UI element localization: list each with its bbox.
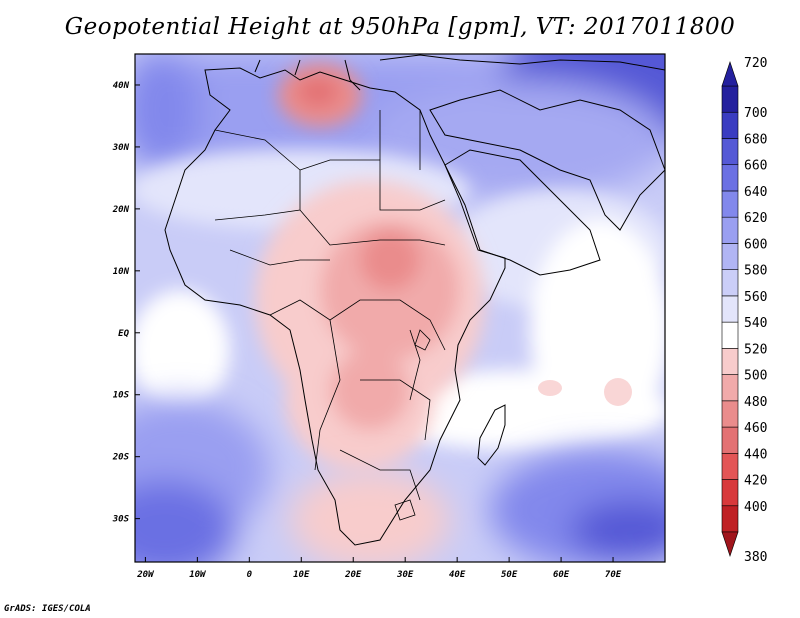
colorbar-label: 660 — [744, 159, 767, 174]
colorbar-label: 400 — [744, 500, 767, 515]
colorbar-segment — [721, 138, 739, 166]
coastlines — [164, 54, 665, 546]
y-tick-label: 30N — [112, 143, 130, 153]
colorbar-max-arrow — [721, 61, 739, 87]
colorbar-label: 520 — [744, 342, 767, 357]
colorbar-label: 600 — [744, 237, 767, 252]
colorbar-label: 680 — [744, 132, 767, 147]
colorbar-segment — [721, 400, 739, 428]
colorbar-label: 460 — [744, 421, 767, 436]
y-tick-label: 20S — [112, 453, 130, 463]
x-tick-label: 60E — [553, 570, 570, 580]
colorbar-label: 700 — [744, 106, 767, 121]
x-tick-label: 0 — [247, 570, 253, 580]
y-tick-label: 20N — [112, 205, 130, 215]
x-tick-label: 20W — [136, 570, 155, 580]
colorbar-label: 620 — [744, 211, 767, 226]
colorbar-label: 480 — [744, 395, 767, 410]
colorbar-segment — [721, 452, 739, 480]
colorbar-segment — [721, 164, 739, 192]
colorbar-segment — [721, 505, 739, 533]
x-tick-label: 30E — [396, 570, 414, 580]
colorbar-label: 420 — [744, 474, 767, 489]
country-borders — [214, 110, 446, 521]
y-tick-label: 30S — [112, 515, 130, 525]
colorbar-segment — [721, 348, 739, 375]
x-tick-label: 40E — [449, 570, 466, 580]
colorbar-label: 560 — [744, 290, 767, 305]
x-tick-label: 20E — [344, 570, 362, 580]
colorbar-segment — [721, 295, 739, 323]
height-field — [135, 54, 665, 562]
colorbar-segment — [721, 216, 739, 244]
colorbar-segment — [721, 321, 739, 349]
colorbar-label: 440 — [744, 447, 767, 462]
map-title: Geopotential Height at 950hPa [gpm], VT:… — [64, 14, 736, 40]
y-tick-label: 10S — [113, 391, 130, 401]
x-tick-label: 10E — [293, 570, 310, 580]
colorbar-label: 380 — [744, 550, 767, 565]
grads-credit: GrADS: IGES/COLA — [4, 604, 91, 614]
y-axis: 40N 30N 20N 10N EQ 10S 20S 30S — [112, 81, 140, 525]
colorbar-segment — [721, 85, 739, 113]
plot-frame — [134, 53, 666, 563]
y-tick-label: EQ — [118, 329, 129, 339]
colorbar-label: 540 — [744, 316, 767, 331]
x-axis: 20W 10W 0 10E 20E 30E 40E 50E 60E 70E — [136, 557, 622, 580]
colorbar-segment — [721, 479, 739, 507]
colorbar-segment — [721, 426, 739, 454]
x-tick-label: 50E — [501, 570, 518, 580]
colorbar-label: 640 — [744, 185, 767, 200]
colorbar-label: 720 — [744, 56, 767, 71]
colorbar-segment — [721, 243, 739, 270]
x-tick-label: 10W — [189, 570, 207, 580]
y-tick-label: 40N — [113, 81, 130, 91]
colorbar: 380 400 420 440 460 480 500 520 540 560 580 600 620 6… — [721, 56, 767, 565]
colorbar-segment — [721, 269, 739, 297]
colorbar-label: 500 — [744, 369, 767, 384]
colorbar-min-arrow — [721, 531, 739, 557]
x-tick-label: 70E — [605, 570, 622, 580]
colorbar-segment — [721, 190, 739, 218]
colorbar-segment — [721, 374, 739, 402]
colorbar-label: 580 — [744, 264, 767, 279]
y-tick-label: 10N — [113, 267, 130, 277]
colorbar-segment — [721, 111, 739, 139]
